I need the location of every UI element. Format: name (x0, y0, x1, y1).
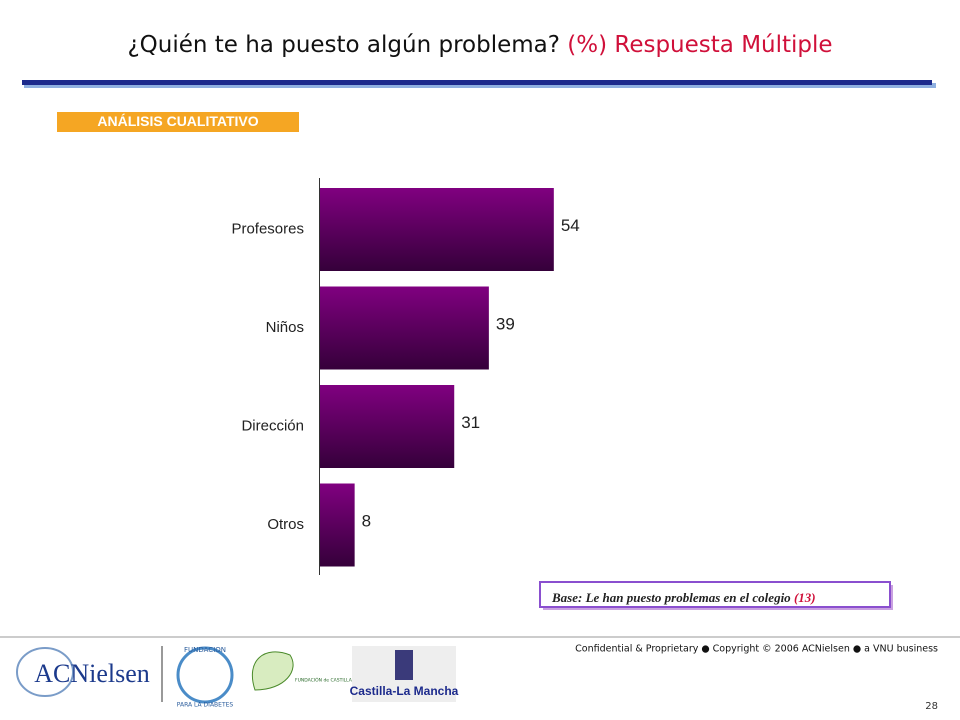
title-rule-shadow (24, 83, 936, 88)
page-number: 28 (925, 701, 938, 712)
logo-acnielsen: ACNielsen (34, 659, 150, 688)
title-note: (%) Respuesta Múltiple (567, 32, 832, 58)
value-label: 54 (561, 216, 580, 235)
category-label: Profesores (231, 220, 304, 237)
category-label: Otros (267, 516, 304, 533)
bar (320, 385, 455, 468)
confidential: Confidential & Proprietary ● Copyright ©… (575, 644, 938, 655)
logo-leaf (251, 651, 294, 691)
value-label: 31 (461, 413, 480, 432)
title-rule (22, 80, 932, 85)
logo-fd-bottom: PARA LA DIABETES (177, 702, 234, 709)
footnote-text: Base: Le han puesto problemas en el cole… (551, 590, 791, 605)
badge: ANÁLISIS CUALITATIVO (97, 113, 258, 129)
category-label: Niños (266, 319, 304, 336)
category-label: Dirección (241, 417, 304, 434)
logo-globe (16, 647, 74, 697)
bar (320, 188, 554, 271)
logo-fd-ring (176, 646, 234, 704)
value-label: 39 (496, 314, 515, 333)
title: ¿Quién te ha puesto algún problema? (%) … (127, 32, 832, 58)
title-main: ¿Quién te ha puesto algún problema? (127, 32, 560, 58)
footnote: Base: Le han puesto problemas en el cole… (551, 590, 816, 605)
logo-clm: Castilla-La Mancha (350, 684, 459, 698)
footnote-box (539, 581, 891, 608)
bar (320, 483, 355, 567)
logo-clm-shield (395, 650, 413, 680)
badge-box (57, 112, 299, 132)
value-label: 8 (362, 511, 371, 530)
bar (320, 286, 489, 370)
logo-fd-top: FUNDACION (184, 646, 226, 654)
footnote-count: (13) (794, 590, 816, 605)
